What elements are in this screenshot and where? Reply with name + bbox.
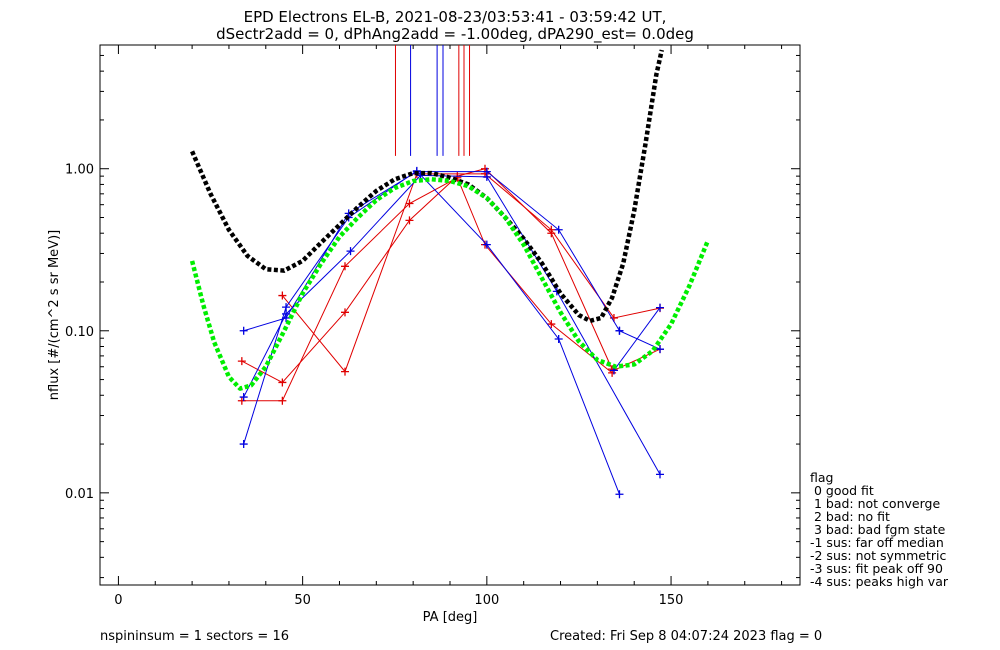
black-fit-curve xyxy=(190,49,664,324)
legend-item: 3 bad: bad fgm state xyxy=(810,522,946,537)
y-tick-label: 0.01 xyxy=(65,487,94,502)
data-point xyxy=(416,171,425,180)
legend-item: 0 good fit xyxy=(810,483,874,498)
data-point xyxy=(237,357,246,366)
chart-title-line2: dSectr2add = 0, dPhAng2add = -1.00deg, d… xyxy=(216,25,694,44)
data-point xyxy=(237,396,246,405)
peak-markers xyxy=(394,45,471,156)
chart-title-line1: EPD Electrons EL-B, 2021-08-23/03:53:41 … xyxy=(244,8,667,26)
series-line xyxy=(243,171,620,332)
x-tick-label: 100 xyxy=(474,593,499,608)
legend-item: 2 bad: no fit xyxy=(810,509,890,524)
data-point xyxy=(482,172,491,181)
data-point xyxy=(239,393,248,402)
data-point xyxy=(547,225,556,234)
fit-curves xyxy=(189,49,710,391)
legend-item: -3 sus: fit peak off 90 xyxy=(810,561,943,576)
x-axis-label: PA [deg] xyxy=(423,610,478,625)
data-point xyxy=(282,303,291,312)
data-point xyxy=(341,308,349,317)
data-point xyxy=(278,378,287,387)
data-point xyxy=(656,303,664,312)
x-tick-label: 0 xyxy=(114,593,122,608)
x-tick-label: 150 xyxy=(659,593,684,608)
data-point xyxy=(282,309,291,318)
y-tick-label: 0.10 xyxy=(65,325,94,340)
data-point xyxy=(346,247,355,256)
green-fit-curve xyxy=(189,177,710,391)
data-point xyxy=(278,396,287,405)
data-point xyxy=(405,216,414,225)
series-line xyxy=(241,177,613,402)
legend-item: 1 bad: not converge xyxy=(810,496,940,511)
series-line xyxy=(243,170,620,495)
axes: 0 50 100 150 0.01 0.10 1.00 xyxy=(65,45,800,608)
data-point xyxy=(278,291,287,300)
data-point xyxy=(341,367,349,376)
data-point xyxy=(239,440,248,449)
data-point xyxy=(554,334,563,343)
data-point xyxy=(341,262,349,271)
legend-title: flag xyxy=(810,470,833,485)
data-point xyxy=(554,225,563,234)
data-point xyxy=(656,470,664,479)
y-axis-label: nflux [#/(cm^2 s sr MeV)] xyxy=(47,230,62,400)
data-point xyxy=(615,490,624,499)
series-line xyxy=(613,307,661,371)
footer-left: nspininsum = 1 sectors = 16 xyxy=(100,629,289,644)
footer-right: Created: Fri Sep 8 04:07:24 2023 flag = … xyxy=(550,629,822,644)
flag-legend: flag 0 good fit 1 bad: not converge 2 ba… xyxy=(810,470,949,589)
data-point xyxy=(239,326,248,335)
data-point xyxy=(615,326,624,335)
series-line xyxy=(241,168,613,384)
data-point xyxy=(547,320,556,329)
series-line xyxy=(281,173,661,373)
y-tick-label: 1.00 xyxy=(65,163,94,178)
data-series xyxy=(237,164,664,499)
data-point xyxy=(405,199,414,208)
data-point xyxy=(656,345,664,354)
legend-item: -2 sus: not symmetric xyxy=(810,548,946,563)
data-point xyxy=(482,240,491,249)
x-tick-label: 50 xyxy=(294,593,311,608)
legend-item: -1 sus: far off median xyxy=(810,535,944,550)
legend-item: -4 sus: peaks high var xyxy=(810,574,949,589)
